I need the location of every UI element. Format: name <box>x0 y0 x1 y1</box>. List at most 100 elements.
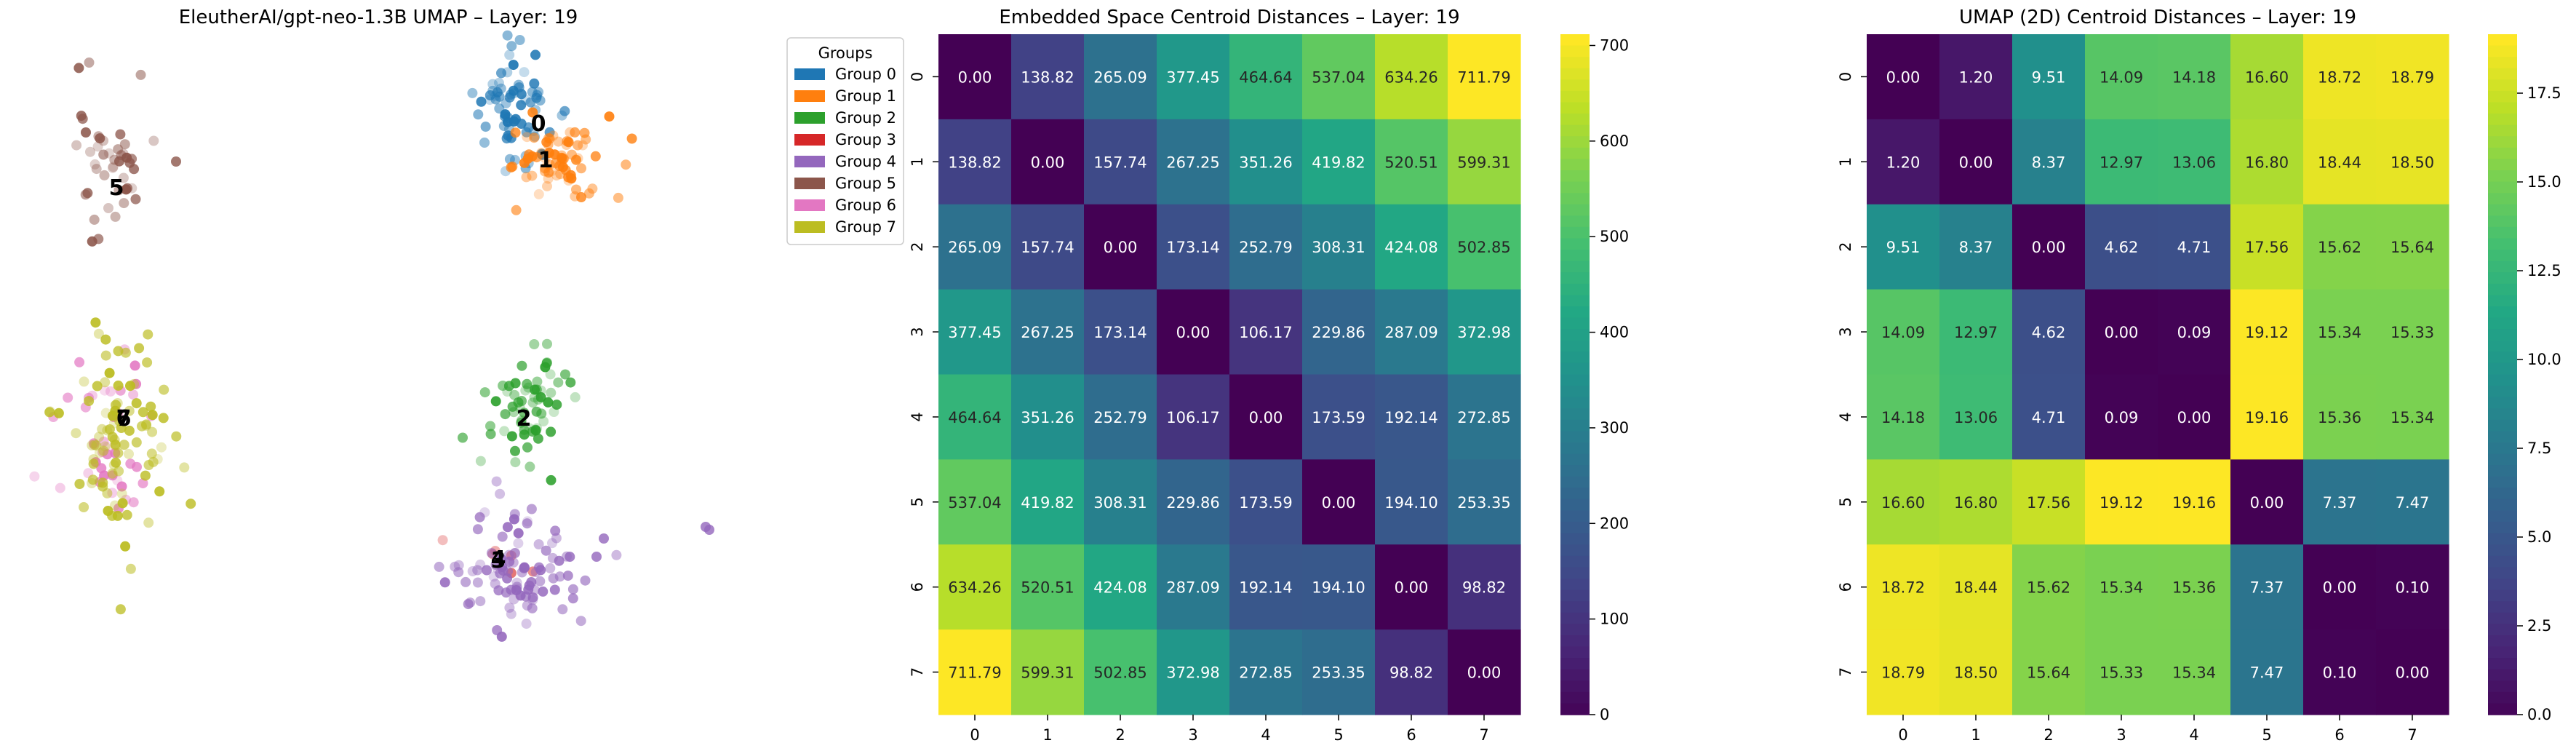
scatter-point <box>74 357 85 367</box>
scatter-point <box>475 456 486 466</box>
scatter-point <box>99 170 110 180</box>
heatmap-cell-label: 106.17 <box>1166 409 1219 426</box>
heatmap-cell-label: 18.72 <box>2318 68 2361 86</box>
heatmap-cell <box>2158 204 2231 290</box>
heatmap-cell <box>2085 459 2158 545</box>
heatmap-cell <box>1157 204 1230 290</box>
scatter-point <box>147 426 158 437</box>
scatter-point <box>529 339 540 349</box>
heatmap-cell <box>1867 289 1940 376</box>
heatmap-cell-label: 0.00 <box>1322 494 1356 512</box>
colorbar-tick-label: 100 <box>1600 611 1629 628</box>
centroid-label-0: 0 <box>531 111 546 137</box>
colorbar-segment <box>2488 386 2517 398</box>
scatter-point <box>491 476 502 487</box>
colorbar-segment <box>1560 408 1590 421</box>
scatter-point <box>100 377 111 388</box>
colorbar-tick-label: 500 <box>1600 228 1629 245</box>
heatmap-cell <box>1229 629 1303 715</box>
colorbar-segment <box>2488 90 2517 103</box>
scatter-point <box>514 35 525 45</box>
scatter-point <box>570 392 581 402</box>
heatmap-cell-label: 173.59 <box>1312 409 1365 426</box>
scatter-point <box>97 424 108 434</box>
scatter-point <box>98 445 109 456</box>
scatter-point <box>107 432 118 442</box>
scatter-point <box>495 488 506 499</box>
heatmap-cell <box>2012 629 2086 715</box>
heatmap-cell-label: 267.25 <box>1166 154 1219 171</box>
scatter-point <box>128 497 139 508</box>
scatter-point <box>519 429 530 440</box>
colorbar-tick-label: 15.0 <box>2527 173 2561 191</box>
heatmap-cell <box>2158 289 2231 376</box>
scatter-point <box>542 180 552 191</box>
scatter-point <box>576 192 586 202</box>
legend-swatch <box>794 178 825 189</box>
colorbar-segment <box>2488 204 2517 217</box>
scatter-point <box>527 595 538 605</box>
heatmap-cell <box>2303 459 2377 545</box>
scatter-point <box>146 448 157 459</box>
y-tick-label: 5 <box>909 497 926 506</box>
scatter-point <box>110 440 121 450</box>
heatmap-cell <box>2230 544 2304 630</box>
heatmap-cell <box>1375 34 1448 120</box>
scatter-point <box>506 608 517 619</box>
scatter-point <box>479 387 490 398</box>
heatmap-cell <box>2230 374 2304 460</box>
heatmap-cell-label: 18.44 <box>1954 579 1998 597</box>
scatter-point <box>565 377 576 388</box>
scatter-point <box>519 408 530 418</box>
heatmap-cell <box>1939 289 2013 376</box>
heatmap-cell <box>1375 629 1448 715</box>
heatmap-cell <box>1448 204 1521 290</box>
heatmap-cell <box>1939 204 2013 290</box>
heatmap-cell-label: 520.51 <box>1384 154 1437 171</box>
heatmap-cell-label: 17.56 <box>2027 494 2070 512</box>
heatmap-cell-label: 0.00 <box>1467 664 1502 682</box>
colorbar-segment <box>1560 544 1590 557</box>
heatmap-cell <box>1302 459 1376 545</box>
x-tick-label: 6 <box>1406 726 1416 744</box>
colorbar-segment <box>2488 453 2517 466</box>
heatmap-cell-label: 18.50 <box>2390 154 2434 171</box>
colorbar-segment <box>2488 579 2517 591</box>
heatmap-cell-label: 599.31 <box>1021 664 1074 682</box>
scatter-point <box>29 471 40 482</box>
heatmap-cell <box>938 544 1012 630</box>
scatter-point <box>112 398 123 408</box>
scatter-point <box>129 360 140 371</box>
scatter-point <box>81 127 91 138</box>
heatmap-cell <box>1939 119 2013 205</box>
colorbar-segment <box>1560 442 1590 455</box>
legend-swatch <box>794 112 825 124</box>
scatter-point <box>529 392 540 402</box>
scatter-point <box>626 133 637 144</box>
scatter-point <box>551 170 562 181</box>
heatmap-cell-label: 157.74 <box>1093 154 1147 171</box>
centroid-label-1: 1 <box>538 148 554 173</box>
scatter-point <box>137 421 147 432</box>
colorbar-segment <box>2488 488 2517 500</box>
heatmap-cell-label: 194.10 <box>1384 494 1437 512</box>
scatter-point <box>71 428 81 439</box>
heatmap-cell <box>1011 544 1085 630</box>
scatter-point <box>521 619 532 629</box>
heatmap-cell <box>2230 459 2304 545</box>
colorbar-tick-label: 600 <box>1600 132 1629 150</box>
colorbar-segment <box>1560 351 1590 364</box>
colorbar-segment <box>2488 362 2517 376</box>
heatmap-cell-label: 0.00 <box>2032 239 2066 256</box>
heatmap-cell-label: 106.17 <box>1239 324 1292 341</box>
scatter-point <box>44 407 55 418</box>
heatmap-cell <box>2303 289 2377 376</box>
heatmap-cell <box>1448 34 1521 120</box>
colorbar-segment <box>1560 646 1590 659</box>
scatter-point <box>102 488 113 498</box>
scatter-point <box>53 408 64 418</box>
scatter-point <box>90 317 101 328</box>
colorbar-tick-label: 7.5 <box>2527 440 2551 457</box>
colorbar-segment <box>2488 658 2517 670</box>
scatter-point <box>171 431 182 442</box>
